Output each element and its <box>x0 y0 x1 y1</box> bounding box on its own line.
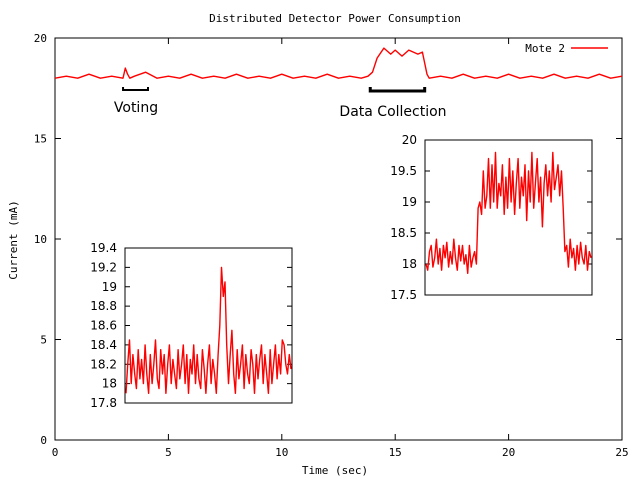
inset-voting-zoom: 19.4 19.2 19 18.8 18.6 18.4 18.2 18 17.8 <box>90 241 293 410</box>
inset-collection-ticks: 20 19.5 19 18.5 18 17.5 <box>390 133 592 302</box>
voting-annotation: Voting <box>114 100 158 116</box>
inset-tick-label: 19 <box>102 280 117 294</box>
inset-tick-label: 17.8 <box>90 396 117 410</box>
main-chart: Distributed Detector Power Consumption T… <box>7 12 629 477</box>
inset-tick-label: 19.5 <box>390 164 417 178</box>
legend: Mote 2 <box>525 42 608 55</box>
inset-collection-series <box>425 151 592 274</box>
annotations: Voting Data Collection <box>114 87 447 120</box>
main-ticks: 0 5 10 15 20 25 0 5 10 15 20 <box>34 32 629 459</box>
inset-tick-label: 18 <box>102 377 117 391</box>
x-tick-label: 10 <box>275 446 288 459</box>
x-tick-label: 5 <box>165 446 172 459</box>
x-tick-label: 0 <box>52 446 59 459</box>
y-axis-label: Current (mA) <box>7 200 20 279</box>
inset-tick-label: 18.2 <box>90 357 117 371</box>
inset-data-collection-zoom: 20 19.5 19 18.5 18 17.5 <box>390 133 593 302</box>
data-collection-bracket <box>368 87 427 93</box>
inset-voting-series <box>125 266 292 394</box>
inset-tick-label: 19 <box>402 195 417 209</box>
data-collection-annotation: Data Collection <box>339 104 446 120</box>
voting-bracket <box>122 87 149 91</box>
inset-tick-label: 18 <box>402 257 417 271</box>
inset-tick-label: 18.4 <box>90 338 117 352</box>
y-tick-label: 15 <box>34 133 47 146</box>
x-axis-label: Time (sec) <box>302 464 368 477</box>
inset-tick-label: 17.5 <box>390 288 417 302</box>
inset-collection-frame <box>424 139 593 296</box>
legend-label: Mote 2 <box>525 42 565 55</box>
chart-title: Distributed Detector Power Consumption <box>209 12 461 25</box>
x-tick-label: 15 <box>389 446 402 459</box>
inset-tick-label: 18.5 <box>390 226 417 240</box>
inset-tick-label: 18.8 <box>90 299 117 313</box>
plot-frame <box>54 37 623 441</box>
inset-tick-label: 19.4 <box>90 241 117 255</box>
x-tick-label: 25 <box>615 446 628 459</box>
inset-voting-ticks: 19.4 19.2 19 18.8 18.6 18.4 18.2 18 17.8 <box>90 241 292 410</box>
y-tick-label: 5 <box>40 334 47 347</box>
inset-tick-label: 20 <box>402 133 417 147</box>
inset-tick-label: 18.6 <box>90 319 117 333</box>
y-tick-label: 10 <box>34 233 47 246</box>
series-line-mote-2 <box>54 47 623 79</box>
y-tick-label: 20 <box>34 32 47 45</box>
inset-tick-label: 19.2 <box>90 260 117 274</box>
x-tick-label: 20 <box>502 446 515 459</box>
y-tick-label: 0 <box>40 434 47 447</box>
